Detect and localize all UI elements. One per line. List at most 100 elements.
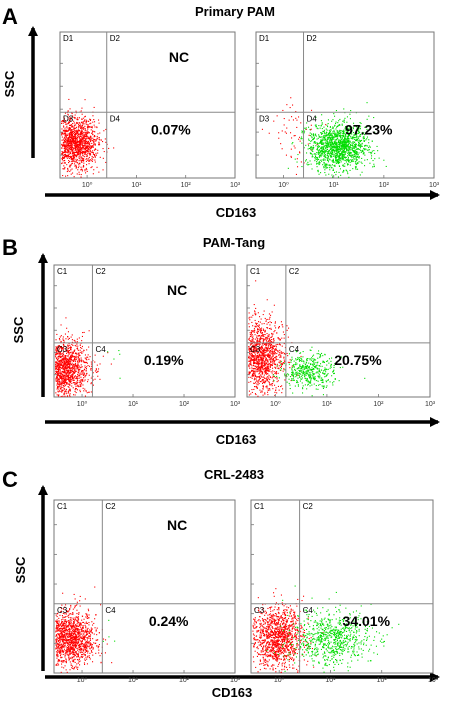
event-dot bbox=[96, 166, 98, 168]
event-dot bbox=[65, 175, 67, 177]
event-dot bbox=[349, 145, 351, 147]
event-dot bbox=[58, 384, 60, 386]
event-dot bbox=[63, 375, 65, 377]
event-dot bbox=[265, 344, 267, 346]
event-dot bbox=[251, 337, 253, 339]
event-dot bbox=[366, 145, 368, 147]
event-dot bbox=[356, 148, 358, 150]
event-dot bbox=[342, 142, 344, 144]
event-dot bbox=[76, 370, 78, 372]
event-dot bbox=[276, 115, 278, 117]
event-dot bbox=[254, 386, 256, 388]
event-dot bbox=[84, 125, 86, 127]
event-dot bbox=[308, 139, 310, 141]
event-dot bbox=[77, 167, 79, 169]
event-dot bbox=[288, 378, 290, 380]
event-dot bbox=[88, 149, 90, 151]
event-dot bbox=[259, 337, 261, 339]
event-dot bbox=[335, 139, 337, 141]
event-dot bbox=[69, 365, 71, 367]
event-dot bbox=[72, 367, 74, 369]
event-dot bbox=[60, 376, 62, 378]
event-dot bbox=[317, 137, 319, 139]
event-dot bbox=[331, 151, 333, 153]
event-dot bbox=[279, 353, 281, 355]
event-dot bbox=[61, 377, 63, 379]
event-dot bbox=[342, 150, 344, 152]
event-dot bbox=[357, 162, 359, 164]
event-dot bbox=[62, 365, 64, 367]
event-dot bbox=[262, 379, 264, 381]
event-dot bbox=[266, 376, 268, 378]
event-dot bbox=[255, 280, 257, 282]
event-dot bbox=[334, 141, 336, 143]
event-dot bbox=[271, 383, 273, 385]
event-dot bbox=[59, 366, 61, 368]
event-dot bbox=[300, 122, 302, 124]
event-dot bbox=[82, 136, 84, 138]
event-dot bbox=[71, 153, 73, 155]
event-dot bbox=[266, 369, 268, 371]
event-dot bbox=[70, 158, 72, 160]
event-dot bbox=[81, 130, 83, 132]
event-dot bbox=[57, 367, 59, 369]
event-dot bbox=[251, 353, 253, 355]
event-dot bbox=[85, 145, 87, 147]
event-dot bbox=[323, 136, 325, 138]
event-dot bbox=[254, 377, 256, 379]
event-dot bbox=[66, 358, 68, 360]
x-axis-label: CD163 bbox=[216, 205, 256, 220]
event-dot bbox=[70, 155, 72, 157]
event-dot bbox=[75, 164, 77, 166]
event-dot bbox=[254, 347, 256, 349]
event-dot bbox=[270, 344, 272, 346]
event-dot bbox=[82, 117, 84, 119]
event-dot bbox=[262, 362, 264, 364]
event-dot bbox=[70, 376, 72, 378]
event-dot bbox=[334, 164, 336, 166]
event-dot bbox=[71, 168, 73, 170]
event-dot bbox=[85, 147, 87, 149]
event-dot bbox=[81, 143, 83, 145]
event-dot bbox=[64, 364, 66, 366]
event-dot bbox=[73, 372, 75, 374]
event-dot bbox=[318, 125, 320, 127]
event-dot bbox=[270, 371, 272, 373]
event-dot bbox=[80, 152, 82, 154]
event-dot bbox=[318, 161, 320, 163]
event-dot bbox=[331, 146, 333, 148]
event-dot bbox=[84, 362, 86, 364]
quadrant-label: D1 bbox=[63, 34, 74, 43]
event-dot bbox=[91, 151, 93, 153]
event-dot bbox=[370, 157, 372, 159]
event-dot bbox=[360, 122, 362, 124]
event-dot bbox=[338, 154, 340, 156]
event-dot bbox=[267, 394, 269, 396]
event-dot bbox=[62, 132, 64, 134]
event-dot bbox=[335, 157, 337, 159]
event-dot bbox=[266, 359, 268, 361]
event-dot bbox=[261, 371, 263, 373]
event-dot bbox=[73, 159, 75, 161]
event-dot bbox=[89, 118, 91, 120]
event-dot bbox=[258, 376, 260, 378]
event-dot bbox=[336, 153, 338, 155]
event-dot bbox=[345, 146, 347, 148]
event-dot bbox=[274, 377, 276, 379]
event-dot bbox=[257, 370, 259, 372]
event-dot bbox=[346, 128, 348, 130]
event-dot bbox=[69, 371, 71, 373]
event-dot bbox=[372, 166, 374, 168]
event-dot bbox=[75, 365, 77, 367]
event-dot bbox=[363, 137, 365, 139]
event-dot bbox=[70, 169, 72, 171]
event-dot bbox=[269, 338, 271, 340]
event-dot bbox=[78, 124, 80, 126]
event-dot bbox=[77, 352, 79, 354]
event-dot bbox=[251, 321, 253, 323]
event-dot bbox=[262, 394, 264, 396]
event-dot bbox=[329, 144, 331, 146]
event-dot bbox=[326, 154, 328, 156]
event-dot bbox=[78, 357, 80, 359]
event-dot bbox=[323, 129, 325, 131]
